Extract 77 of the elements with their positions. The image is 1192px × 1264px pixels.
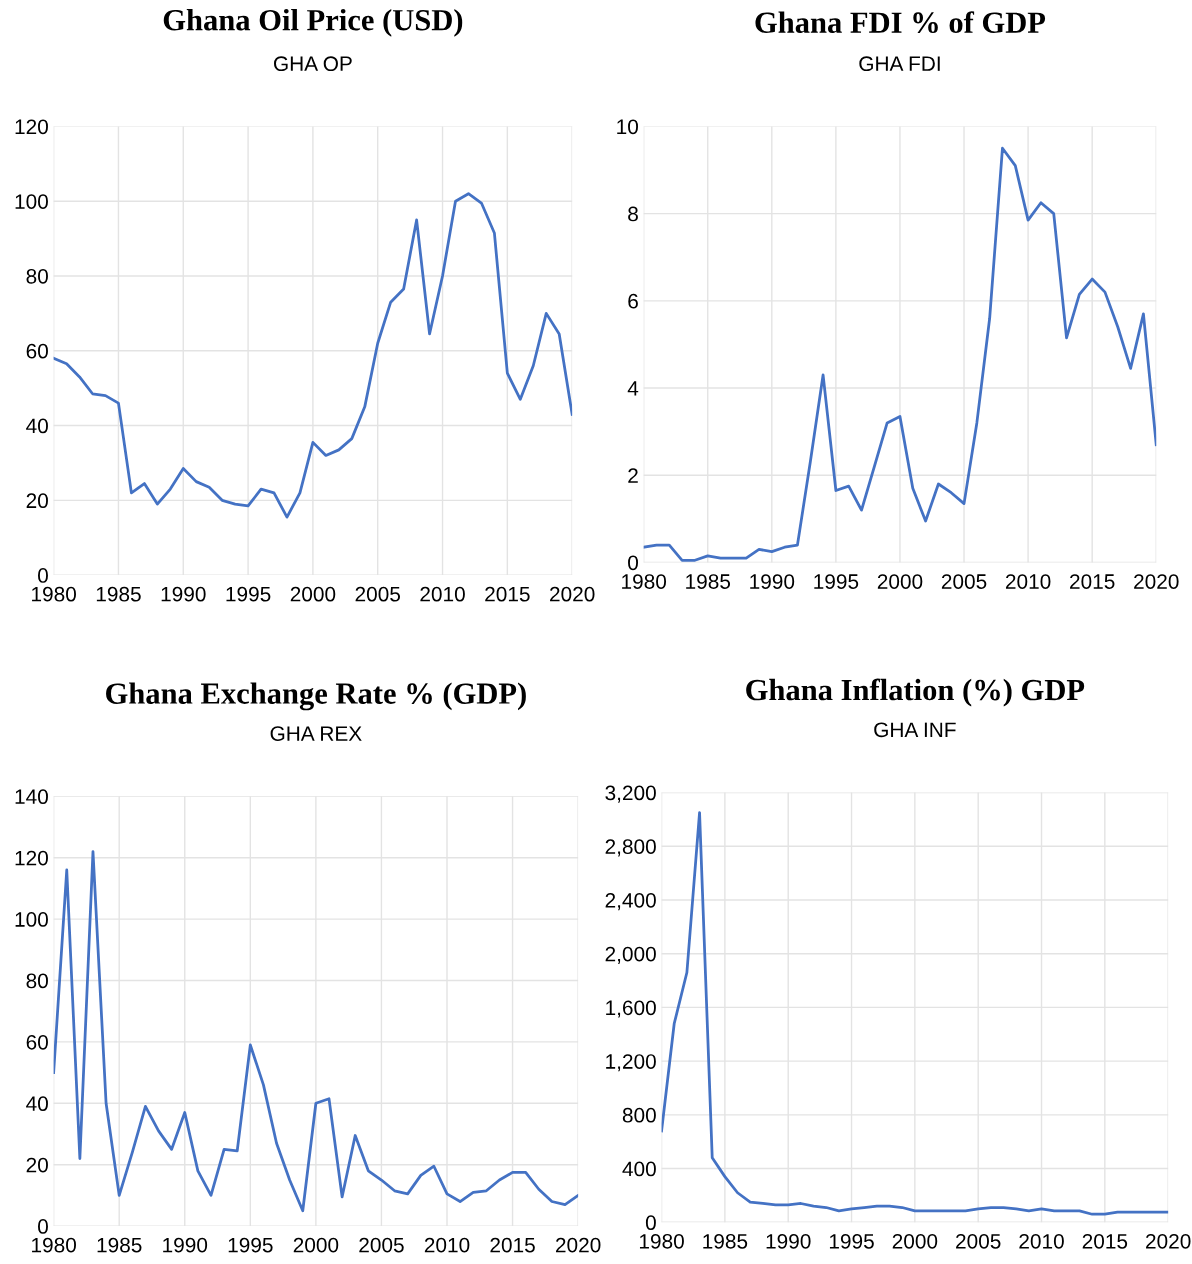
x-tick-label: 1980 <box>639 1233 684 1249</box>
x-tick-label: 2000 <box>877 574 923 589</box>
y-tick-label: 1,600 <box>606 1000 656 1018</box>
y-tick-label: 100 <box>15 194 48 209</box>
x-tick-label: 1985 <box>703 1233 748 1249</box>
y-tick-label: 3,200 <box>605 785 656 803</box>
x-tick-label: 2000 <box>290 586 336 602</box>
x-tick-label: 1980 <box>32 1237 76 1253</box>
y-tick-label: 20 <box>26 1157 48 1173</box>
x-tick-label: 1990 <box>161 586 206 602</box>
y-tick-label: 400 <box>622 1161 656 1177</box>
line-series <box>53 850 579 1213</box>
y-tick-label: 0 <box>38 568 48 583</box>
y-tick-label: 100 <box>15 912 48 927</box>
y-tick-label: 2,400 <box>605 892 656 911</box>
x-tick-label: 1990 <box>750 574 795 589</box>
line-series <box>661 811 1169 1216</box>
x-tick-label: 2020 <box>556 1237 601 1253</box>
x-tick-label: 2010 <box>420 586 465 602</box>
x-tick-label: 2005 <box>941 574 987 589</box>
y-tick-label: 140 <box>15 789 48 805</box>
y-tick-label: 8 <box>628 206 638 222</box>
x-tick-label: 1985 <box>686 574 731 589</box>
y-tick-label: 10 <box>617 119 639 135</box>
x-tick-label: 1990 <box>163 1237 208 1253</box>
y-tick-label: 80 <box>26 973 48 989</box>
chart-subtitle: GHA FDI <box>859 56 940 72</box>
x-tick-label: 1995 <box>228 1237 273 1253</box>
y-tick-label: 40 <box>26 1096 48 1112</box>
x-tick-label: 1980 <box>32 586 76 602</box>
x-tick-label: 2015 <box>485 586 530 602</box>
x-tick-label: 2005 <box>956 1233 1001 1249</box>
y-tick-label: 4 <box>627 381 639 396</box>
chart-title: Ghana Inflation (%) GDP <box>746 678 1085 707</box>
chart-title: Ghana Oil Price (USD) <box>163 8 463 37</box>
y-tick-label: 60 <box>26 343 48 359</box>
y-tick-label: 60 <box>26 1034 48 1050</box>
x-tick-label: 2015 <box>490 1237 535 1253</box>
x-tick-label: 1995 <box>829 1233 874 1249</box>
y-tick-label: 1,200 <box>606 1054 656 1072</box>
x-tick-label: 2005 <box>359 1237 404 1253</box>
x-tick-label: 2010 <box>1005 574 1051 589</box>
x-tick-label: 1980 <box>622 574 667 589</box>
y-tick-label: 6 <box>628 293 638 309</box>
x-tick-label: 1995 <box>814 574 859 589</box>
x-tick-label: 2020 <box>550 586 595 602</box>
y-tick-label: 0 <box>38 1219 48 1234</box>
x-tick-label: 2015 <box>1070 574 1115 589</box>
chart-subtitle: GHA OP <box>274 56 352 72</box>
x-tick-label: 2010 <box>1019 1233 1064 1249</box>
line-series <box>53 192 573 519</box>
x-tick-label: 2000 <box>293 1237 339 1253</box>
chart-subtitle: GHA INF <box>874 722 956 738</box>
chart-subtitle: GHA REX <box>270 726 362 741</box>
y-tick-label: 0 <box>628 555 639 571</box>
y-tick-label: 120 <box>15 850 48 866</box>
chart-title: Ghana Exchange Rate % (GDP) <box>106 682 526 711</box>
y-tick-label: 2,000 <box>605 946 656 964</box>
x-tick-label: 2010 <box>424 1237 470 1253</box>
y-tick-label: 2 <box>628 468 638 483</box>
y-tick-label: 0 <box>645 1215 656 1231</box>
x-tick-label: 1985 <box>96 586 141 602</box>
x-tick-label: 2005 <box>355 586 401 602</box>
x-tick-label: 2020 <box>1146 1233 1191 1249</box>
y-tick-label: 80 <box>26 268 48 284</box>
y-tick-label: 2,800 <box>605 839 656 857</box>
y-tick-label: 120 <box>15 119 48 135</box>
x-tick-label: 2015 <box>1082 1233 1128 1249</box>
y-tick-label: 800 <box>622 1107 656 1123</box>
x-tick-label: 1985 <box>97 1237 142 1253</box>
chart-title: Ghana FDI % of GDP <box>755 11 1046 34</box>
y-tick-label: 40 <box>26 418 48 434</box>
x-tick-label: 2020 <box>1134 574 1179 589</box>
x-tick-label: 1995 <box>226 586 271 602</box>
x-tick-label: 1990 <box>766 1233 811 1249</box>
y-tick-label: 20 <box>26 493 48 509</box>
x-tick-label: 2000 <box>892 1233 938 1249</box>
